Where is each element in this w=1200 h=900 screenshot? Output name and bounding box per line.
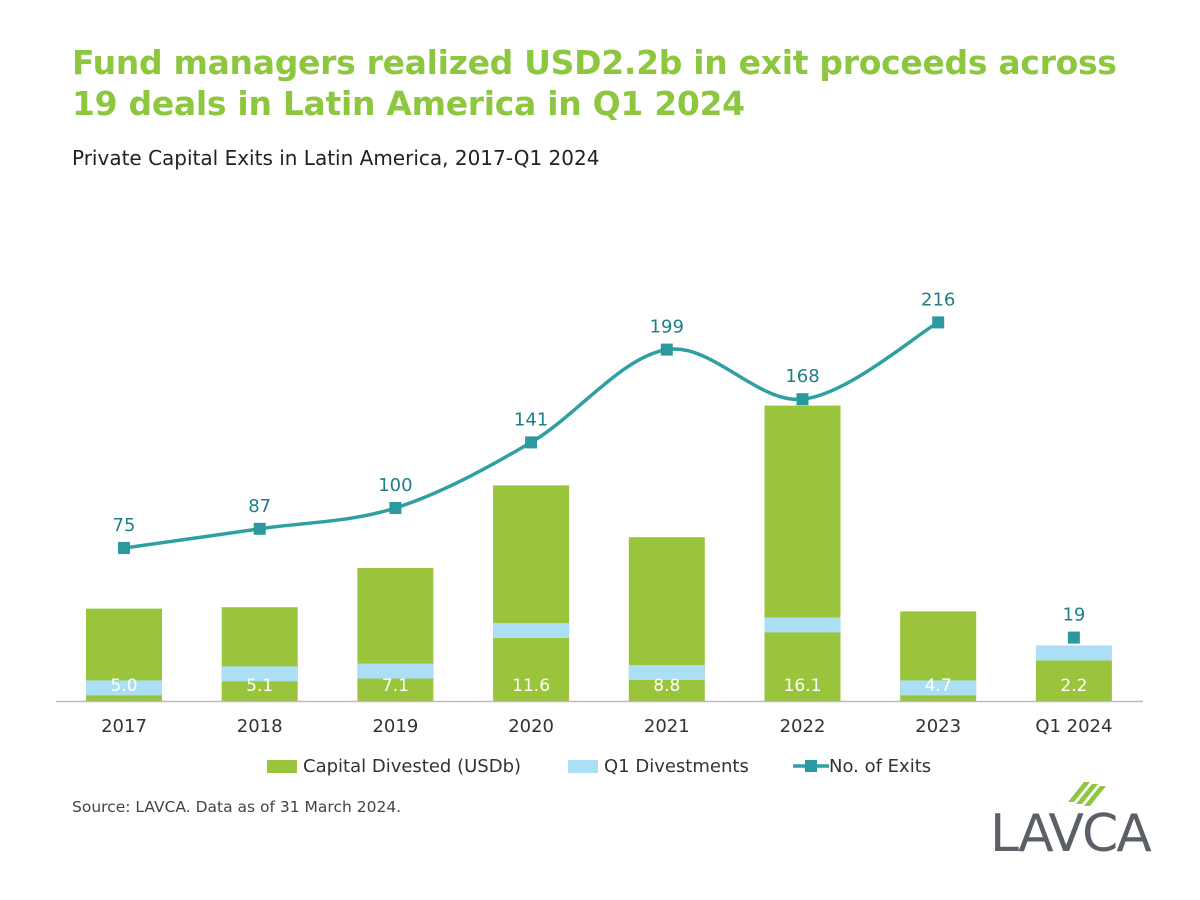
exits-label: 168	[785, 366, 819, 387]
q1-marker-q1-2024	[1035, 645, 1112, 661]
exits-label: 87	[248, 496, 271, 517]
logo-stripes-icon	[1068, 782, 1106, 806]
exits-marker-q1-2024	[1067, 631, 1080, 644]
lavca-logo: LAVCA	[990, 782, 1160, 872]
bar-label: 4.7	[925, 676, 952, 696]
q1-marker-2019	[357, 663, 434, 679]
exits-marker-2018	[253, 522, 266, 535]
x-tick-label: Q1 2024	[1035, 716, 1112, 737]
exits-marker-2020	[525, 436, 538, 449]
q1-marker-2021	[628, 665, 705, 680]
bar-label: 11.6	[512, 676, 550, 696]
q1-marker-2018	[221, 666, 298, 682]
x-tick-label: 2022	[780, 716, 826, 737]
x-tick-label: 2023	[915, 716, 961, 737]
exits-markers	[118, 316, 1080, 644]
exits-value-labels: 75 87 100 141 199 168 216 19	[113, 289, 1086, 625]
legend-capital-swatch	[267, 760, 297, 773]
exits-label: 75	[113, 515, 136, 536]
legend: Capital Divested (USDb) Q1 Divestments No.…	[267, 756, 931, 777]
legend-q1-swatch	[568, 760, 598, 773]
chart-subtitle: Private Capital Exits in Latin America, …	[72, 146, 600, 170]
q1-marker-2020	[493, 623, 570, 638]
exits-label: 19	[1062, 605, 1085, 626]
x-tick-label: 2017	[101, 716, 147, 737]
exits-marker-2021	[660, 343, 673, 356]
capital-bar-q1-2024	[1035, 660, 1112, 701]
bar-label: 7.1	[382, 676, 409, 696]
capital-bar-2018	[221, 607, 298, 701]
legend-q1-label: Q1 Divestments	[604, 756, 749, 777]
exits-marker-2023	[932, 316, 945, 329]
legend-exits-label: No. of Exits	[829, 756, 931, 777]
bar-label: 5.1	[246, 676, 273, 696]
q1-marker-2017	[86, 680, 162, 696]
x-tick-labels: 2017 2018 2019 2020 2021 2022 2023 Q1 2024	[101, 716, 1112, 737]
exits-label: 216	[921, 289, 955, 310]
q1-divestment-markers	[86, 617, 1112, 696]
capital-bar-2019	[357, 568, 434, 701]
q1-marker-2022	[764, 617, 841, 633]
logo-text: LAVCA	[990, 804, 1152, 864]
exits-marker-2022	[796, 393, 809, 406]
x-tick-label: 2019	[372, 716, 418, 737]
bar-label: 8.8	[653, 676, 680, 696]
exits-marker-2017	[118, 542, 130, 554]
x-tick-label: 2018	[237, 716, 283, 737]
bar-value-labels: 5.0 5.1 7.1 11.6 8.8 16.1 4.7 2.2	[110, 676, 1087, 696]
source-note: Source: LAVCA. Data as of 31 March 2024.	[72, 798, 402, 816]
exits-label: 199	[650, 317, 684, 338]
capital-bar-2022	[764, 405, 841, 701]
exits-label: 141	[514, 409, 548, 430]
bar-label: 16.1	[784, 676, 822, 696]
x-tick-label: 2020	[508, 716, 554, 737]
legend-exits-marker	[805, 760, 817, 772]
exits-marker-2019	[389, 502, 402, 514]
x-tick-label: 2021	[644, 716, 690, 737]
headline: Fund managers realized USD2.2b in exit p…	[72, 43, 1117, 123]
legend-capital-label: Capital Divested (USDb)	[303, 756, 521, 777]
capital-divested-bars	[86, 405, 1112, 701]
bar-label: 5.0	[110, 676, 137, 696]
exits-label: 100	[378, 475, 412, 496]
bar-label: 2.2	[1060, 676, 1087, 696]
capital-bar-2020	[493, 485, 570, 701]
q1-marker-2023	[900, 680, 977, 696]
